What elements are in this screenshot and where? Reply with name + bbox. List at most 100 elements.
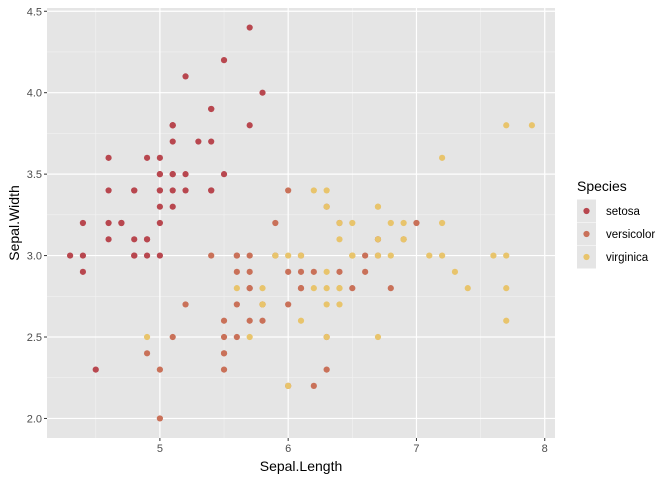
y-tick-label: 2.5 [27,332,42,344]
point-setosa [131,187,138,194]
point-setosa [131,252,138,259]
point-setosa [208,105,215,113]
point-setosa [79,219,87,227]
point-versicolor [233,301,240,308]
point-setosa [105,187,112,194]
legend-key-setosa [583,207,590,215]
point-versicolor [169,333,176,341]
point-virginica [285,252,292,259]
point-versicolor [349,285,356,292]
point-setosa [156,219,163,227]
point-virginica [259,301,266,308]
point-virginica [336,301,343,308]
point-setosa [131,236,138,243]
y-tick-label: 3.5 [27,169,42,181]
legend-label-versicolor: versicolor [606,229,655,241]
y-tick-label: 4.0 [27,88,42,100]
point-setosa [105,219,112,227]
x-axis-label: Sepal.Length [260,458,343,474]
point-versicolor [272,219,279,227]
point-virginica [323,268,330,275]
point-versicolor [208,252,215,259]
point-versicolor [246,252,253,259]
point-virginica [503,285,510,292]
point-setosa [169,122,176,129]
point-setosa [79,268,87,275]
point-versicolor [310,268,317,275]
point-setosa [118,219,125,227]
point-setosa [182,171,189,178]
point-virginica [503,252,510,259]
point-virginica [323,301,330,308]
point-setosa [169,187,176,194]
point-virginica [336,285,343,292]
point-virginica [143,333,151,341]
point-virginica [323,285,330,292]
point-virginica [310,187,317,194]
point-virginica [400,219,407,227]
point-setosa [195,138,202,145]
point-virginica [503,122,510,129]
point-versicolor [362,268,369,275]
point-versicolor [285,301,292,308]
point-setosa [156,154,163,161]
point-versicolor [246,285,253,292]
legend: Species setosa versicolor virginica [577,178,655,269]
point-versicolor [246,268,253,275]
point-setosa [105,154,112,161]
point-virginica [233,285,240,292]
point-virginica [464,285,471,292]
point-versicolor [220,350,228,357]
point-setosa [105,236,112,243]
x-tick-label: 5 [157,443,163,455]
point-setosa [143,154,151,161]
point-setosa [66,252,74,259]
point-versicolor [182,301,189,308]
point-versicolor [323,366,330,373]
point-setosa [143,236,151,243]
point-virginica [310,285,317,292]
point-setosa [169,138,176,145]
point-setosa [220,57,228,64]
point-virginica [323,187,330,194]
point-setosa [208,138,215,145]
point-setosa [79,252,87,259]
point-setosa [156,187,163,194]
point-setosa [182,73,189,80]
legend-title: Species [577,178,627,194]
point-virginica [246,333,253,341]
point-setosa [169,171,176,178]
point-setosa [182,187,189,194]
point-versicolor [259,317,266,324]
point-virginica [503,317,510,324]
point-versicolor [387,285,394,292]
point-virginica [349,252,356,259]
point-virginica [323,203,330,210]
point-virginica [374,236,382,243]
x-tick-label: 8 [542,443,548,455]
point-virginica [439,154,446,161]
point-virginica [439,252,446,259]
point-virginica [323,333,330,341]
point-virginica [387,219,394,227]
point-virginica [374,333,382,341]
point-setosa [156,252,163,259]
point-versicolor [143,350,151,357]
point-virginica [297,317,305,324]
point-virginica [400,236,407,243]
point-setosa [259,89,266,96]
point-versicolor [233,333,240,341]
point-versicolor [220,317,228,324]
point-setosa [208,187,215,194]
point-setosa [220,171,228,178]
legend-key-versicolor [583,230,590,238]
series-setosa [66,24,266,373]
point-versicolor [413,219,420,227]
point-virginica [374,252,382,259]
point-setosa [169,203,176,210]
point-setosa [92,366,99,373]
point-setosa [156,203,163,210]
point-versicolor [310,382,317,389]
point-versicolor [297,285,305,292]
